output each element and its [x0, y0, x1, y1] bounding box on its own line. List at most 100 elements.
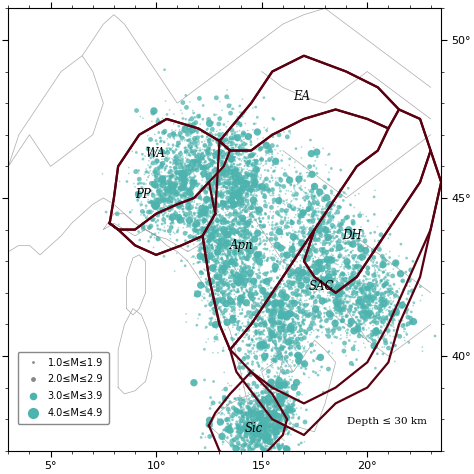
Point	[262, 421, 270, 429]
Point	[265, 406, 273, 413]
Point	[252, 434, 259, 441]
Point	[283, 254, 290, 261]
Point	[173, 138, 181, 146]
Point	[309, 211, 317, 219]
Point	[263, 433, 271, 440]
Point	[247, 278, 255, 285]
Point	[253, 228, 260, 236]
Point	[207, 152, 214, 160]
Point	[265, 392, 273, 399]
Point	[317, 354, 324, 361]
Point	[384, 311, 392, 319]
Point	[166, 235, 174, 243]
Point	[194, 315, 202, 322]
Point	[219, 215, 227, 223]
Point	[252, 417, 259, 424]
Point	[210, 304, 218, 311]
Point	[324, 297, 331, 305]
Point	[320, 231, 328, 239]
Point	[369, 317, 377, 324]
Point	[280, 436, 288, 444]
Point	[317, 318, 324, 325]
Point	[199, 240, 207, 247]
Point	[270, 319, 278, 327]
Point	[348, 306, 356, 314]
Point	[243, 197, 251, 205]
Point	[205, 237, 212, 245]
Point	[339, 274, 346, 282]
Point	[145, 173, 152, 181]
Point	[384, 330, 392, 337]
Point	[218, 227, 225, 235]
Point	[356, 299, 364, 306]
Point	[200, 253, 208, 261]
Point	[207, 161, 214, 168]
Point	[294, 235, 302, 243]
Point	[156, 118, 164, 126]
Point	[190, 214, 197, 222]
Point	[178, 184, 186, 191]
Point	[210, 177, 218, 185]
Point	[281, 201, 289, 208]
Point	[176, 156, 184, 164]
Point	[217, 149, 225, 156]
Point	[330, 235, 337, 243]
Point	[205, 142, 213, 149]
Point	[258, 422, 266, 430]
Point	[272, 427, 279, 434]
Point	[217, 220, 224, 228]
Point	[326, 261, 333, 269]
Point	[270, 314, 277, 322]
Point	[205, 201, 212, 209]
Point	[310, 258, 318, 265]
Point	[231, 277, 239, 284]
Point	[264, 435, 272, 443]
Point	[367, 289, 375, 297]
Point	[323, 251, 330, 258]
Point	[283, 323, 291, 331]
Point	[181, 169, 189, 177]
Point	[314, 221, 322, 229]
Point	[248, 414, 256, 422]
Point	[228, 336, 236, 344]
Point	[419, 347, 426, 355]
Point	[144, 143, 151, 151]
Point	[251, 299, 258, 306]
Point	[346, 281, 353, 288]
Point	[207, 129, 214, 137]
Point	[275, 442, 283, 449]
Point	[362, 306, 370, 313]
Point	[220, 152, 228, 160]
Point	[200, 170, 208, 177]
Point	[295, 179, 302, 187]
Point	[251, 324, 259, 331]
Point	[237, 137, 245, 145]
Point	[369, 332, 376, 339]
Point	[243, 174, 251, 182]
Point	[274, 322, 282, 330]
Point	[217, 280, 224, 288]
Point	[357, 321, 365, 328]
Point	[370, 311, 377, 319]
Point	[336, 266, 343, 274]
Point	[223, 416, 230, 423]
Point	[244, 428, 251, 435]
Point	[320, 227, 328, 234]
Point	[237, 421, 245, 428]
Point	[225, 281, 233, 289]
Point	[239, 173, 247, 181]
Point	[252, 183, 259, 191]
Point	[240, 290, 248, 297]
Point	[344, 246, 352, 254]
Point	[363, 295, 370, 303]
Point	[293, 323, 301, 331]
Point	[230, 202, 238, 210]
Point	[377, 332, 385, 340]
Point	[132, 189, 140, 197]
Point	[200, 219, 207, 227]
Point	[385, 323, 392, 331]
Point	[231, 442, 238, 450]
Point	[270, 286, 277, 294]
Point	[243, 434, 250, 441]
Point	[250, 427, 257, 434]
